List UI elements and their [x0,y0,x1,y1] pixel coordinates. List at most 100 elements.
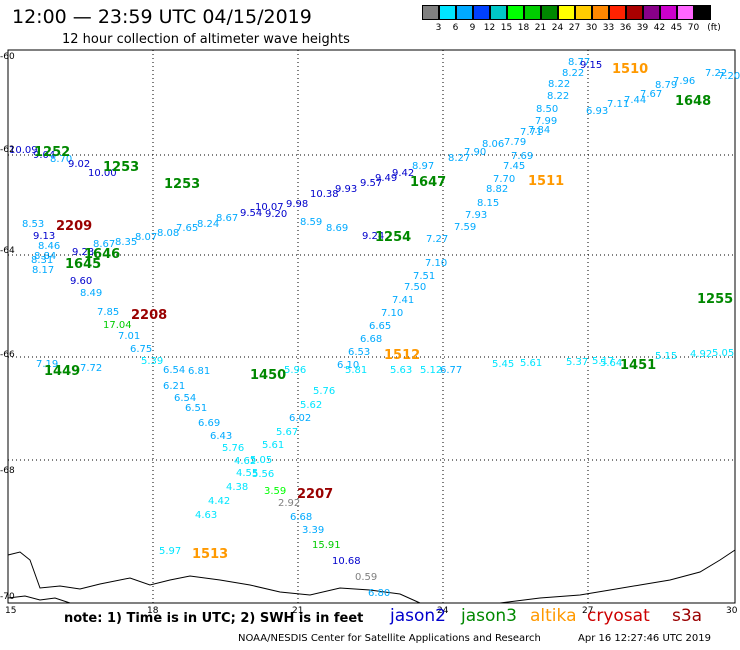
lat-label: -66 [0,350,15,360]
wave-height-label: 4.92 [690,349,712,360]
page-title: 12:00 — 23:59 UTC 04/15/2019 [12,6,312,28]
lon-label: 30 [726,606,738,616]
legend-s3a: s3a [672,606,703,626]
wave-height-label: 7.27 [426,234,448,245]
wave-height-label: 5.67 [276,427,298,438]
colorbar-swatch [660,5,677,20]
wave-height-label: 8.97 [412,161,434,172]
wave-height-label: 9.23 [72,247,94,258]
wave-height-label: 6.69 [198,418,220,429]
wave-height-label: 9.04 [33,150,55,161]
wave-height-label: 5.56 [252,469,274,480]
wave-height-label: 6.80 [368,588,390,599]
wave-height-label: 8.70 [50,154,72,165]
wave-height-label: 6.54 [163,365,185,376]
pass-time-label: 1449 [44,364,80,379]
wave-height-label: 9.54 [240,208,262,219]
colorbar-swatch [456,5,473,20]
wave-height-label: 6.21 [163,381,185,392]
wave-height-label: 17.04 [103,320,132,331]
wave-height-label: 7.10 [381,308,403,319]
wave-height-label: 9.20 [265,209,287,220]
wave-height-label: 8.46 [38,241,60,252]
pass-time-label: 1646 [84,247,120,262]
wave-height-label: 7.72 [80,363,102,374]
colorbar-swatch [558,5,575,20]
pass-time-label: 1254 [375,230,411,245]
timestamp: Apr 16 12:27:46 UTC 2019 [578,633,711,644]
lat-label: -60 [0,52,15,62]
wave-height-label: 8.22 [548,79,570,90]
wave-height-label: 6.75 [130,344,152,355]
pass-time-label: 1253 [103,160,139,175]
colorbar-label: 45 [670,23,683,33]
legend-jason3: jason3 [461,606,517,626]
colorbar-unit: (ft) [707,23,721,33]
wave-height-label: 5.61 [520,358,542,369]
wave-height-label: 8.50 [536,104,558,115]
colorbar-label: 42 [653,23,666,33]
wave-height-label: 10.07 [255,202,284,213]
wave-height-label: 5.61 [262,440,284,451]
wave-height-label: 6.43 [210,431,232,442]
wave-height-label: 7.93 [465,210,487,221]
wave-height-label: 5.39 [141,356,163,367]
pass-time-label: 1510 [612,62,648,77]
lat-label: -62 [0,145,15,155]
note-text: note: 1) Time is in UTC; 2) SWH is in fe… [64,611,364,626]
lon-label: 15 [5,606,17,616]
pass-time-label: 1512 [384,348,420,363]
colorbar-swatch [473,5,490,20]
wave-height-label: 8.24 [197,219,219,230]
colorbar-swatch [541,5,558,20]
wave-height-label: 7.96 [673,76,695,87]
wave-height-label: 8.27 [448,153,470,164]
colorbar-swatch [507,5,524,20]
colorbar-swatch [694,5,711,20]
wave-height-label: 7.79 [504,137,526,148]
colorbar-label: 39 [636,23,649,33]
colorbar-swatch [609,5,626,20]
wave-height-label: 9.24 [362,231,384,242]
wave-height-label: 0.59 [355,572,377,583]
wave-height-label: 6.81 [188,366,210,377]
wave-height-label: 7.10 [425,258,447,269]
wave-height-label: 7.67 [640,89,662,100]
wave-height-label: 5.76 [313,386,335,397]
wave-height-label: 9.42 [392,168,414,179]
wave-height-label: 8.67 [93,239,115,250]
wave-height-label: 8.67 [216,213,238,224]
colorbar-swatch [677,5,694,20]
wave-height-label: 5.81 [345,365,367,376]
lon-label: 18 [147,606,159,616]
pass-time-label: 1645 [65,257,101,272]
wave-height-label: 6.54 [174,393,196,404]
pass-time-label: 1450 [250,368,286,383]
lon-label: 27 [582,606,594,616]
wave-height-label: 7.71 [520,127,542,138]
pass-time-label: 1252 [34,145,70,160]
pass-time-label: 1451 [620,358,656,373]
colorbar-label: 3 [435,23,442,33]
wave-height-label: 7.45 [503,161,525,172]
wave-height-label: 5.45 [492,359,514,370]
wave-height-label: 5.05 [250,455,272,466]
wave-height-label: 5.64 [600,358,622,369]
legend-jason2: jason2 [390,606,446,626]
wave-height-label: 8.82 [486,184,508,195]
colorbar-swatch [490,5,507,20]
pass-time-label: 1513 [192,547,228,562]
pass-time-label: 1511 [528,174,564,189]
wave-height-label: 7.22 [705,68,727,79]
wave-height-label: 8.07 [135,232,157,243]
colorbar-swatch [643,5,660,20]
wave-height-label: 8.15 [477,198,499,209]
wave-height-label: 5.05 [712,348,734,359]
lon-label: 24 [437,606,449,616]
colorbar-label: 21 [534,23,547,33]
colorbar-swatch [592,5,609,20]
wave-height-label: 7.20 [718,71,740,82]
wave-height-label: 8.08 [157,228,179,239]
wave-height-label: 7.19 [36,359,58,370]
wave-height-label: 7.99 [535,116,557,127]
